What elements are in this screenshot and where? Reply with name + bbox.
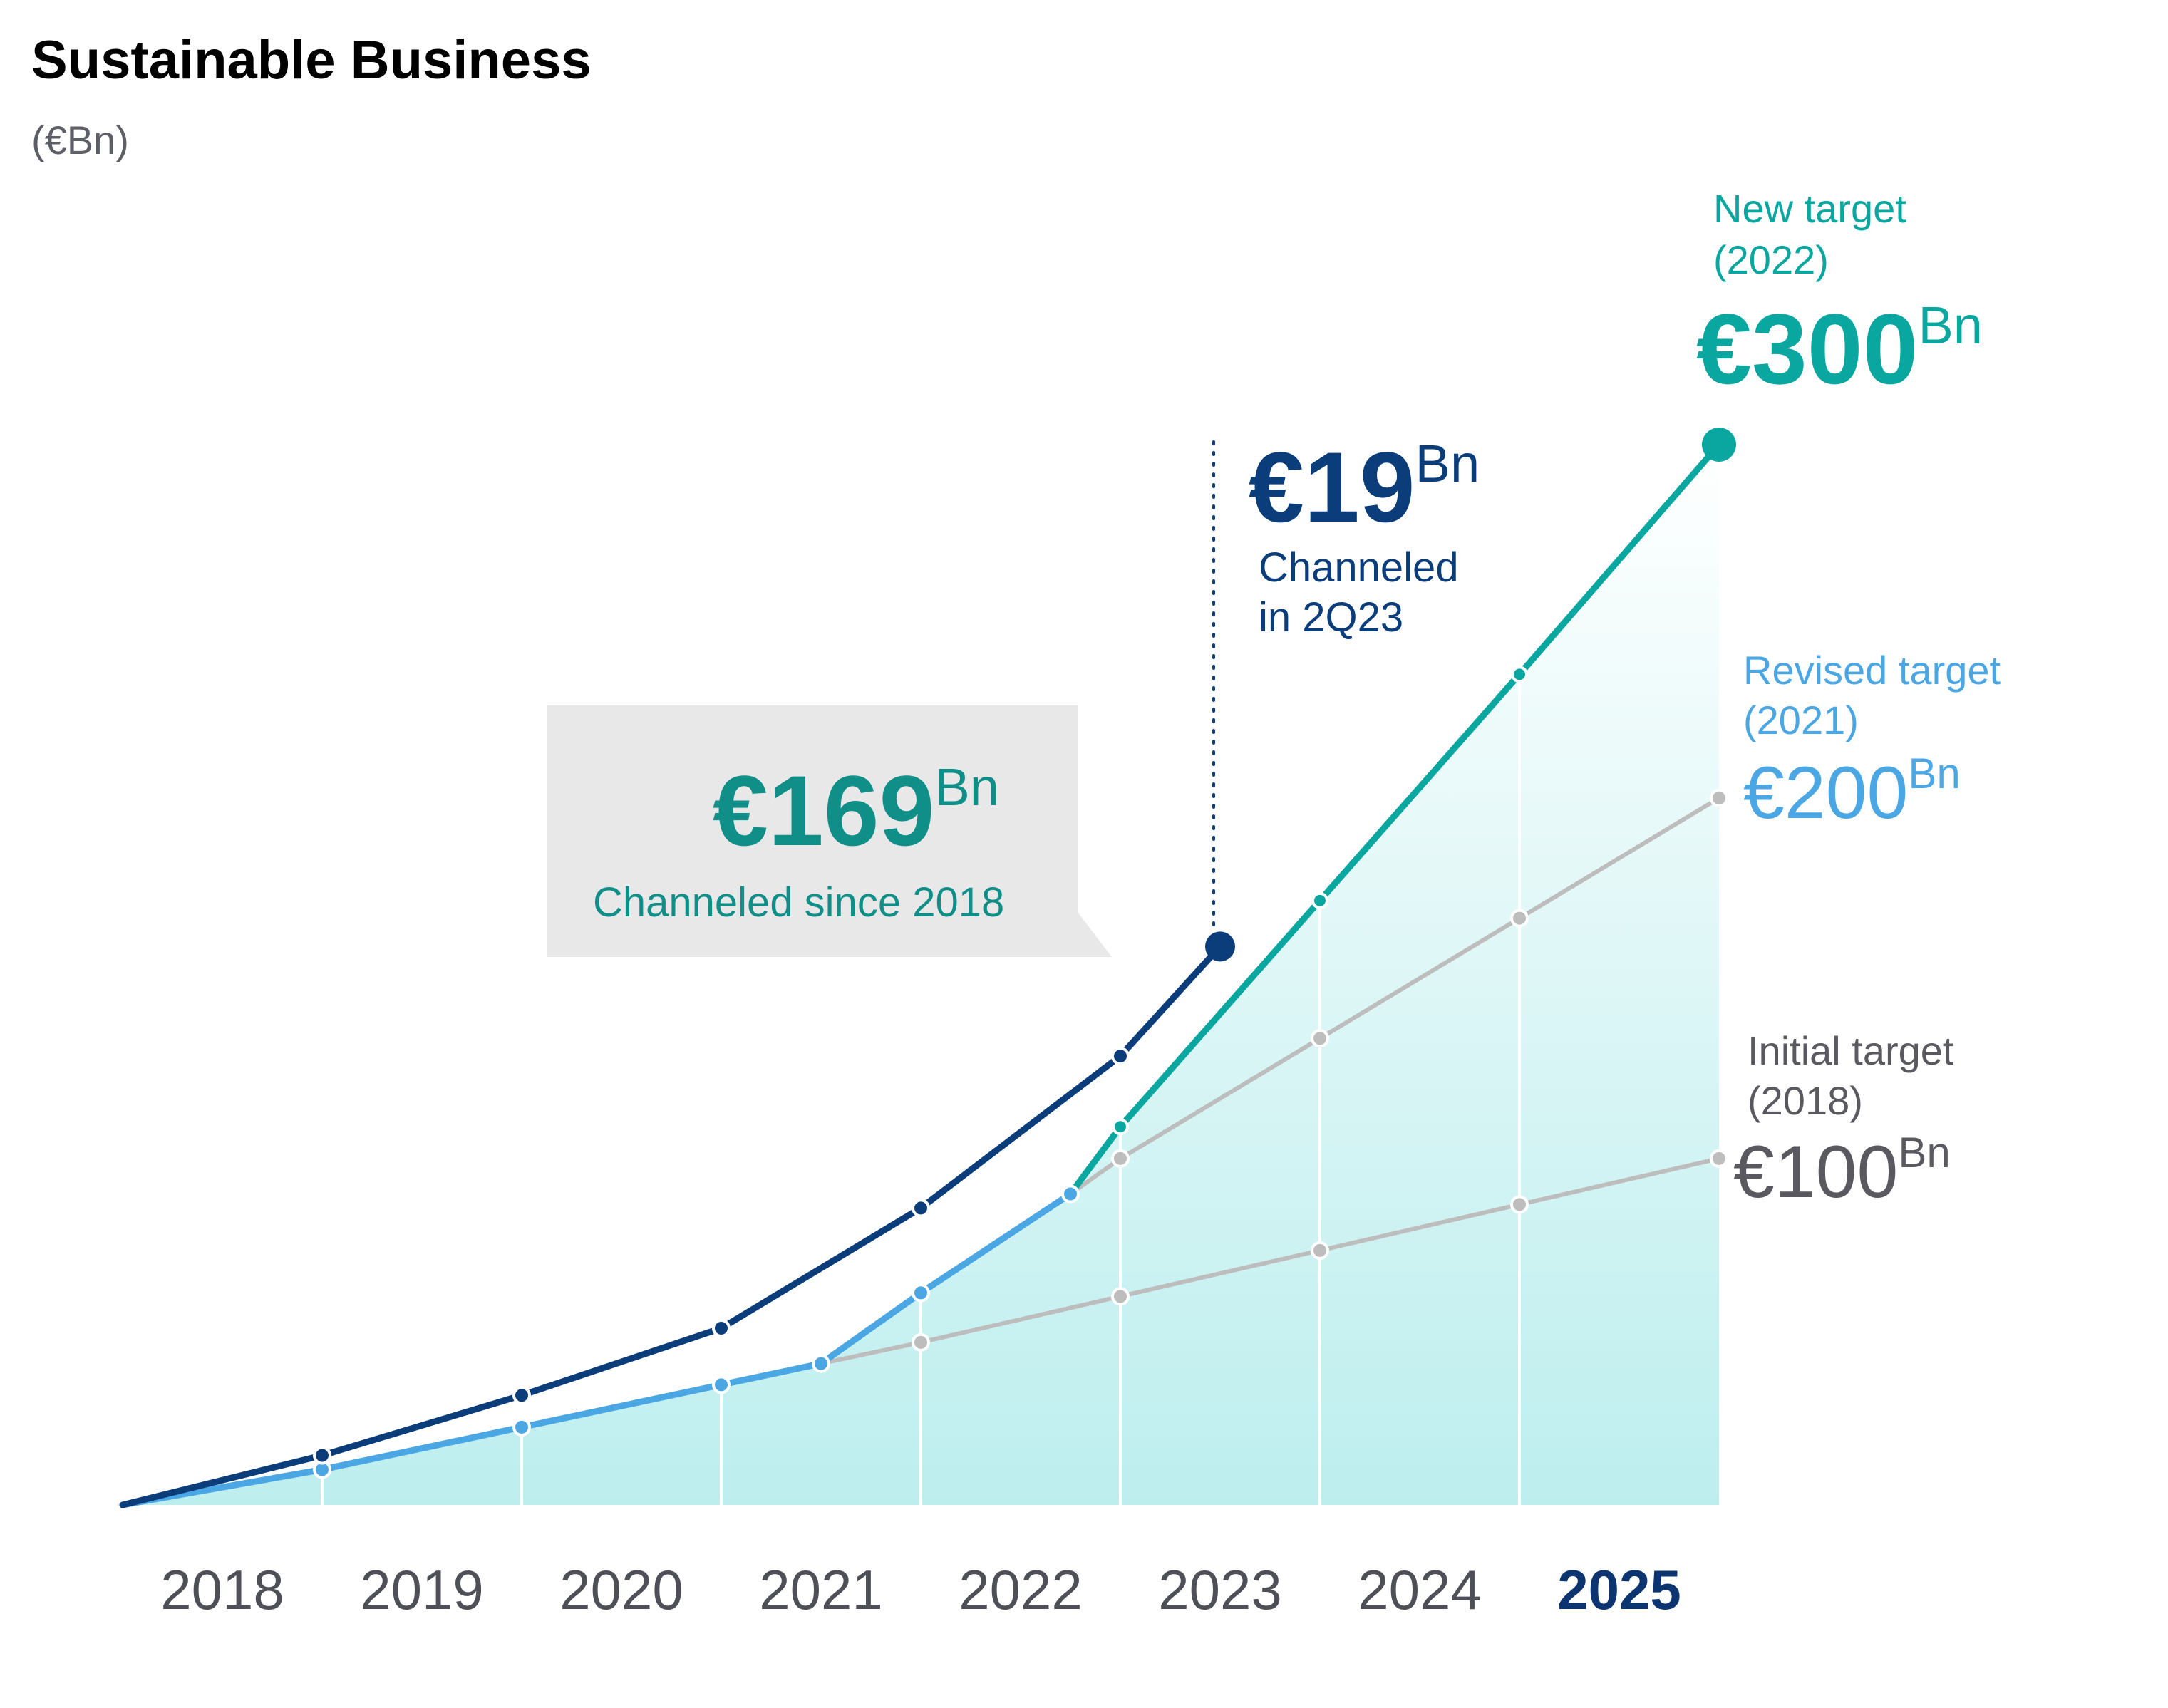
marker-new-target (1112, 1118, 1129, 1136)
box-unit: Bn (934, 757, 999, 817)
marker-new-target-end (1702, 428, 1736, 462)
marker-initial (1510, 1195, 1529, 1214)
gridlines (321, 674, 1521, 1505)
chart-subtitle: (€Bn) (31, 118, 129, 162)
marker-channeled (512, 1386, 531, 1405)
marker-revised-extension (1111, 1149, 1130, 1168)
x-tick-label: 2020 (559, 1558, 683, 1621)
marker-revised (712, 1375, 731, 1394)
x-tick-label: 2018 (160, 1558, 284, 1621)
marker-revised (912, 1283, 930, 1303)
marker-revised-extension (1510, 909, 1529, 928)
revised-target-label-2: (2021) (1743, 698, 1859, 742)
box-value-label: €169Bn (713, 755, 999, 866)
initial-target-value-label: €100Bn (1733, 1129, 1951, 1213)
q-caption-line-2: in 2Q23 (1259, 594, 1403, 641)
marker-initial (1311, 1241, 1329, 1260)
revised-target-value-label: €200Bn (1743, 750, 1961, 834)
marker-revised (812, 1354, 830, 1373)
initial-target-label-2: (2018) (1748, 1078, 1863, 1123)
initial-target-value: €100 (1733, 1131, 1898, 1213)
new-target-value-label: €300Bn (1696, 293, 1983, 405)
marker-channeled (912, 1199, 930, 1218)
x-tick-label: 2024 (1358, 1558, 1482, 1621)
q-value: €19 (1249, 431, 1415, 543)
marker-revised-extension (1311, 1029, 1329, 1048)
q-caption-line-1: Channeled (1259, 544, 1459, 591)
marker-new-target (1511, 666, 1528, 683)
box-caption: Channeled since 2018 (593, 879, 1004, 926)
x-axis-ticks: 2018 2019 2020 2021 2022 2023 2024 2025 (160, 1558, 1681, 1621)
box-value: €169 (713, 755, 934, 866)
new-target-label-2: (2022) (1713, 237, 1829, 282)
q-value-label: €19Bn (1249, 431, 1480, 543)
marker-initial (1111, 1287, 1130, 1306)
marker-revised (512, 1417, 531, 1437)
x-tick-label: 2021 (759, 1558, 883, 1621)
initial-target-unit: Bn (1898, 1129, 1950, 1176)
marker-new-target (1311, 891, 1328, 909)
revised-target-unit: Bn (1908, 750, 1960, 797)
marker-revised-extension (1710, 789, 1728, 807)
new-target-unit: Bn (1918, 296, 1983, 355)
marker-channeled (313, 1446, 331, 1465)
chart-title: Sustainable Business (31, 30, 592, 90)
marker-revised (1061, 1184, 1080, 1204)
marker-channeled-end (1205, 931, 1235, 962)
revised-target-value: €200 (1743, 752, 1908, 834)
revised-target-label-1: Revised target (1743, 648, 2001, 693)
marker-channeled (1111, 1047, 1130, 1066)
q-unit: Bn (1415, 434, 1480, 493)
x-tick-label: 2025 (1557, 1558, 1681, 1621)
series-markers (313, 428, 1736, 1479)
new-target-label-1: New target (1713, 186, 1906, 231)
new-target-value: €300 (1696, 293, 1918, 405)
marker-channeled (712, 1319, 731, 1337)
initial-target-label-1: Initial target (1748, 1028, 1954, 1073)
x-tick-label: 2023 (1158, 1558, 1282, 1621)
x-tick-label: 2022 (959, 1558, 1083, 1621)
series-line-initial (819, 1156, 1721, 1366)
callout-box (547, 705, 1112, 957)
x-tick-label: 2019 (360, 1558, 484, 1621)
marker-initial (912, 1332, 930, 1352)
marker-initial (1710, 1149, 1728, 1168)
